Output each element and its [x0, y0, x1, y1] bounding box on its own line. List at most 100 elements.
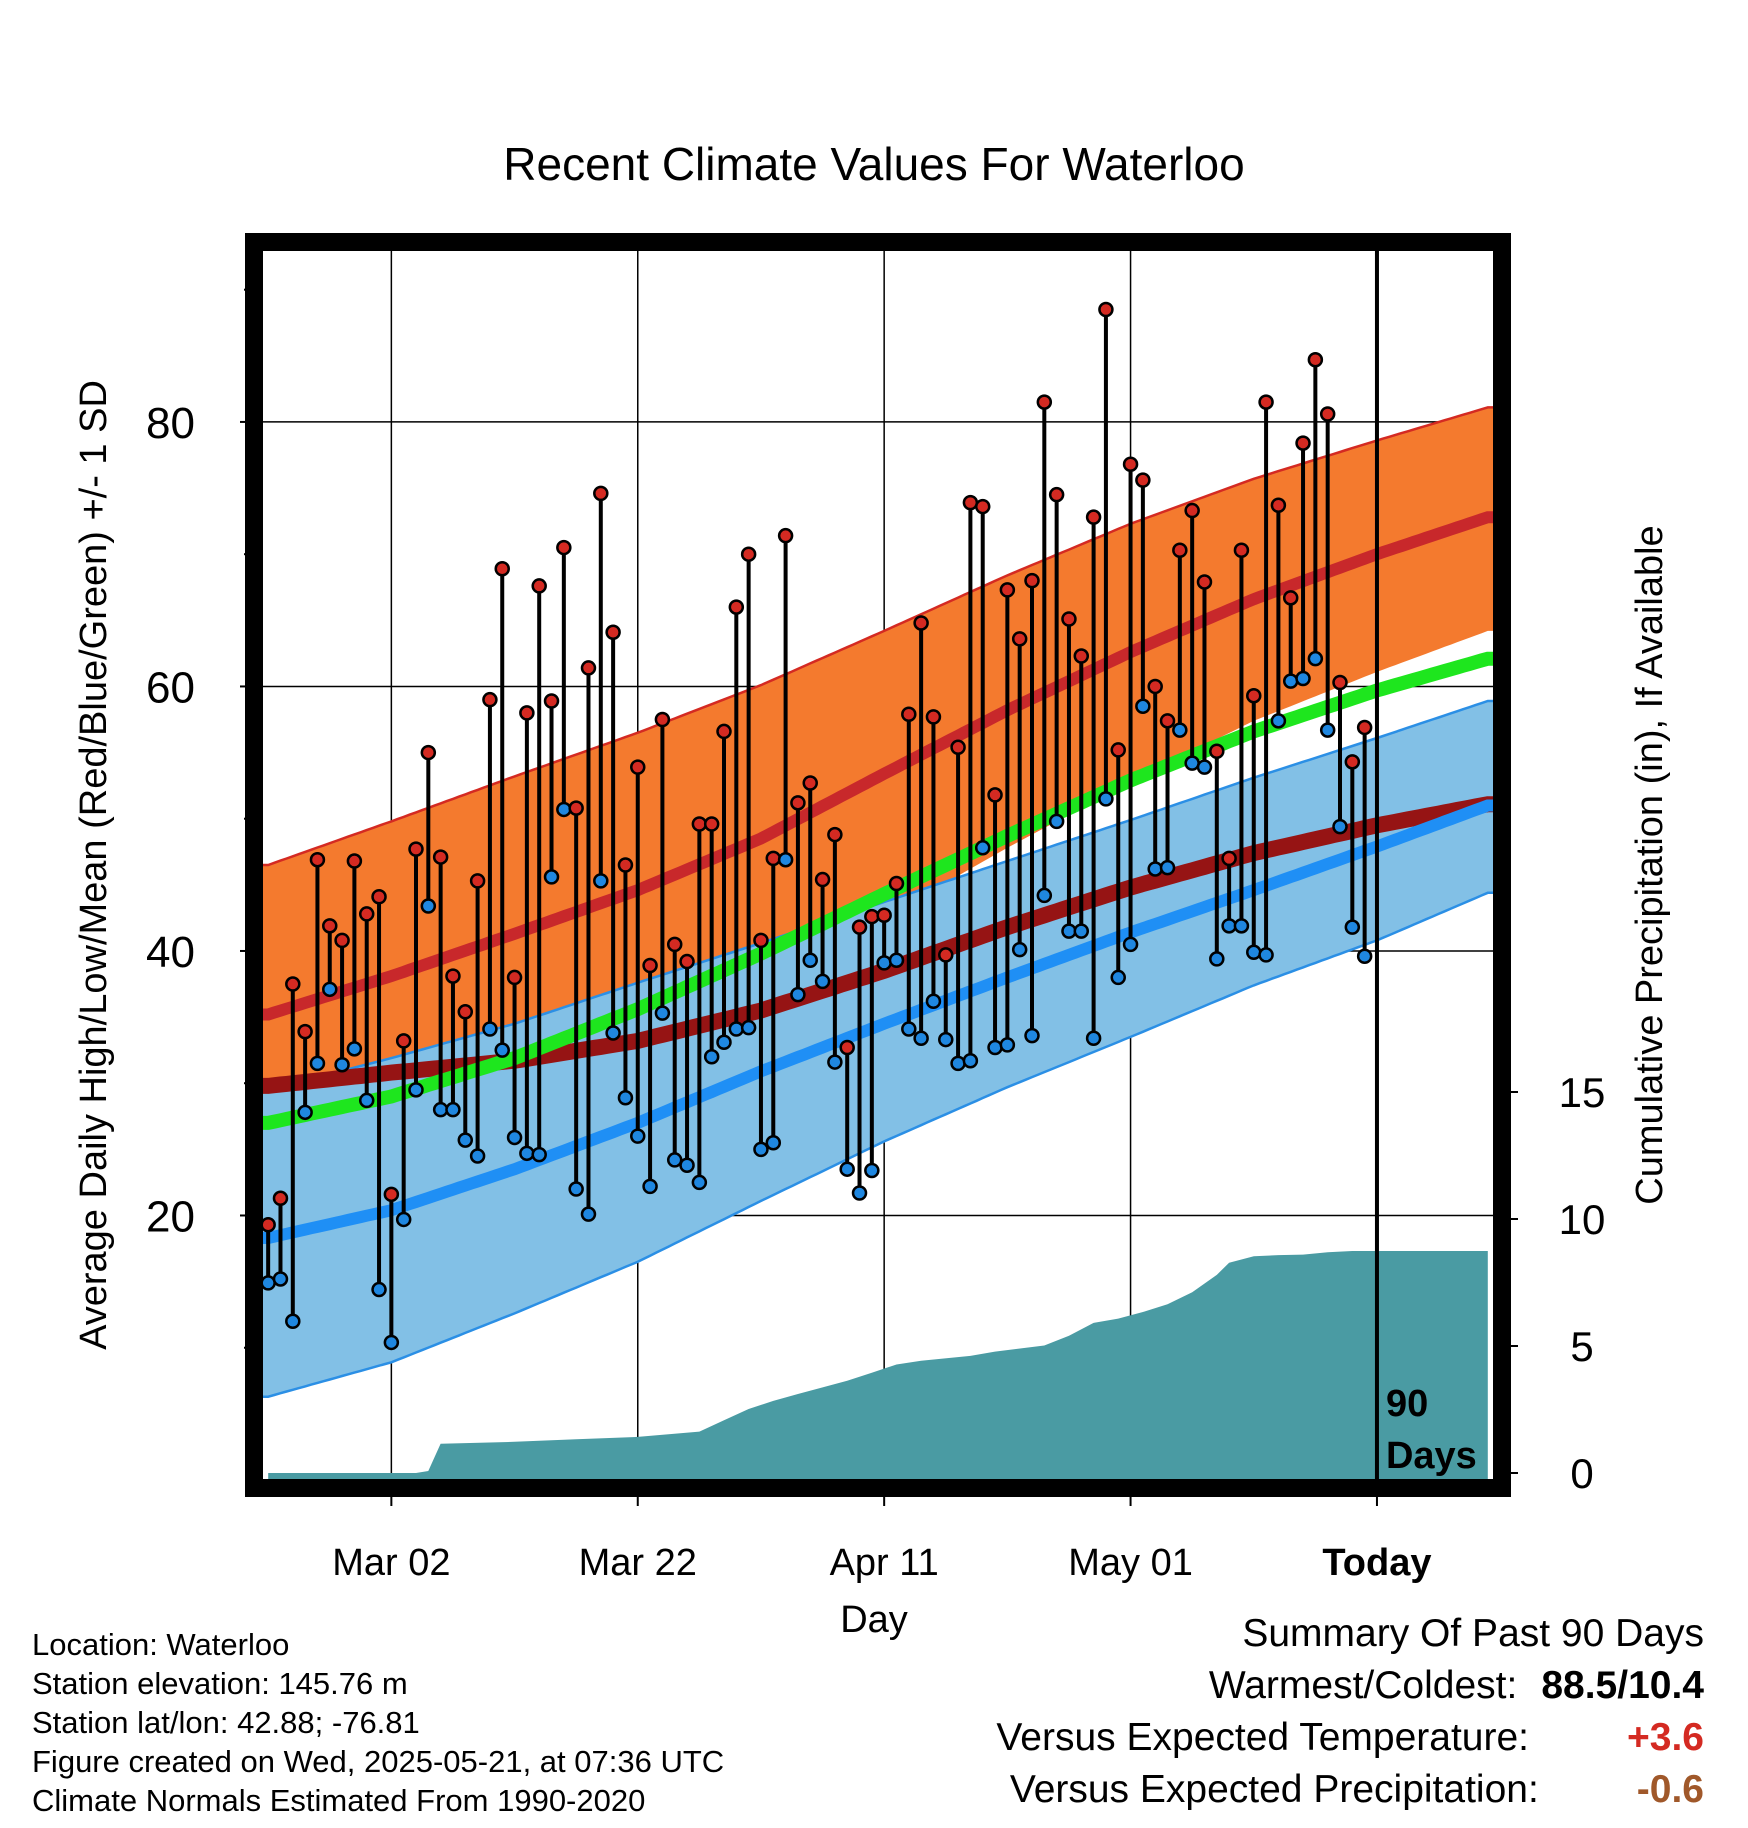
daily-low-point	[506, 1129, 523, 1146]
daily-high-point	[408, 841, 424, 857]
figure-created: Figure created on Wed, 2025-05-21, at 07…	[32, 1744, 725, 1779]
daily-high-point	[568, 800, 584, 816]
daily-high-point	[925, 709, 942, 725]
daily-high-point	[1147, 678, 1163, 695]
daily-low-point	[1258, 947, 1274, 963]
precip-area	[268, 1251, 1488, 1480]
daily-high-point	[1073, 648, 1090, 664]
daily-low-point	[1098, 791, 1114, 807]
daily-high-point	[1221, 850, 1237, 867]
daily-low-point	[593, 873, 609, 889]
low-mean-line	[262, 799, 1494, 1244]
daily-low-point	[999, 1037, 1016, 1053]
mean-line	[262, 651, 1494, 1130]
daily-low-point	[1061, 923, 1077, 939]
daily-high-point	[962, 494, 979, 511]
warm-cold-row: Warmest/Coldest: 88.5/10.4	[996, 1660, 1704, 1712]
daily-low-point	[864, 1162, 880, 1179]
daily-high-point	[334, 932, 350, 949]
daily-high-point	[1172, 542, 1188, 558]
daily-low-point	[358, 1092, 375, 1109]
warm-cold-label: Warmest/Coldest:	[1208, 1664, 1518, 1707]
daily-low-point	[445, 1101, 461, 1118]
daily-low-point	[777, 851, 794, 868]
today-days-label: 90	[1386, 1383, 1428, 1425]
daily-low-point	[1319, 722, 1336, 738]
daily-low-point	[888, 952, 905, 968]
daily-low-point	[1184, 755, 1200, 771]
daily-low-point	[383, 1334, 400, 1351]
daily-low-point	[691, 1174, 708, 1191]
daily-high-point	[1282, 590, 1299, 606]
daily-high-point	[728, 599, 745, 615]
daily-high-point	[691, 816, 708, 832]
y2-tick-label: 10	[1559, 1196, 1606, 1243]
daily-low-point	[395, 1211, 412, 1228]
daily-low-point	[408, 1082, 424, 1098]
y-tick-label: 40	[146, 928, 195, 977]
daily-low-point	[1085, 1030, 1102, 1047]
daily-low-point	[802, 952, 818, 968]
chart-title: Recent Climate Values For Waterloo	[503, 138, 1244, 190]
daily-low-point	[987, 1039, 1003, 1056]
normals-period: Climate Normals Estimated From 1990-2020	[32, 1783, 646, 1818]
daily-high-point	[630, 759, 646, 775]
daily-high-point	[432, 849, 449, 865]
daily-high-point	[1332, 674, 1348, 691]
daily-low-point	[309, 1055, 326, 1072]
low-sd-lower-line	[262, 891, 1494, 1398]
daily-high-point	[839, 1039, 855, 1056]
daily-low-point	[469, 1148, 486, 1164]
daily-low-point	[913, 1030, 929, 1047]
daily-high-point	[543, 693, 560, 709]
daily-high-point	[519, 705, 535, 721]
daily-low-point	[371, 1281, 387, 1298]
daily-low-point	[1073, 923, 1090, 939]
daily-low-point	[1356, 948, 1373, 965]
daily-low-point	[420, 898, 437, 914]
daily-high-point	[395, 1033, 412, 1049]
daily-high-point	[1110, 742, 1126, 758]
daily-high-point	[1246, 687, 1262, 704]
daily-high-point	[1209, 743, 1225, 760]
daily-high-point	[580, 660, 597, 676]
daily-high-point	[666, 936, 683, 953]
mean-dark-line	[262, 796, 1494, 1094]
daily-low-point	[605, 1025, 621, 1041]
daily-low-point	[580, 1206, 597, 1222]
daily-high-point	[901, 706, 917, 722]
plot-frame: 90 Days	[245, 233, 1511, 1497]
y2-tick-label: 15	[1559, 1069, 1606, 1116]
station-latlon: Station lat/lon: 42.88; -76.81	[32, 1705, 420, 1740]
daily-high-point	[556, 539, 572, 556]
daily-low-point	[1307, 650, 1324, 667]
daily-high-point	[716, 723, 732, 740]
station-location: Location: Waterloo	[32, 1627, 290, 1662]
daily-high-point	[531, 578, 547, 594]
daily-low-point	[1332, 818, 1348, 835]
daily-low-point	[901, 1021, 917, 1037]
daily-high-point	[851, 919, 868, 935]
daily-high-point	[322, 918, 338, 934]
daily-low-point	[962, 1052, 979, 1069]
daily-low-point	[814, 973, 831, 990]
daily-high-point	[777, 527, 794, 544]
daily-low-point	[297, 1104, 313, 1121]
daily-low-point	[556, 801, 572, 818]
daily-high-point	[950, 739, 966, 756]
daily-low-point	[1147, 861, 1163, 877]
summary-panel: Summary Of Past 90 Days Warmest/Coldest:…	[996, 1608, 1704, 1816]
daily-low-point	[1036, 887, 1053, 904]
precip-departure-row: Versus Expected Precipitation: -0.6	[996, 1764, 1704, 1816]
station-info: Location: Waterloo Station elevation: 14…	[32, 1625, 724, 1820]
daily-low-point	[950, 1055, 966, 1072]
daily-high-point	[802, 775, 818, 791]
daily-high-point	[358, 906, 375, 922]
normal-bands	[262, 406, 1494, 1480]
daily-high-point	[494, 560, 510, 577]
y-tick-label: 60	[146, 663, 195, 712]
daily-low-point	[346, 1041, 363, 1057]
daily-low-point	[938, 1031, 954, 1048]
daily-high-point	[1122, 456, 1139, 473]
daily-low-point	[716, 1034, 732, 1050]
